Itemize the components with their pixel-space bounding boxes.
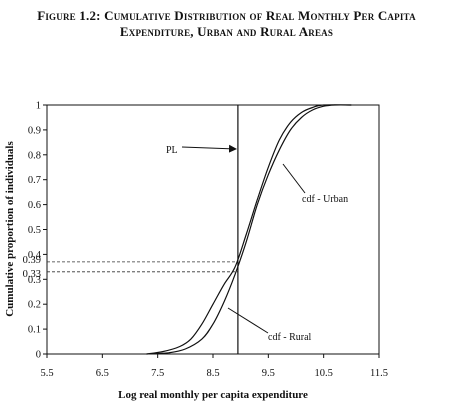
x-tick-label: 6.5 [96, 368, 109, 379]
annotation-urban-leader [282, 163, 306, 194]
y-tick-label: 0.3 [28, 275, 41, 286]
y-tick-label: 0.1 [28, 325, 41, 336]
plot-area [46, 104, 380, 355]
plot-frame [46, 104, 380, 355]
x-tick-label: 8.5 [206, 368, 219, 379]
annotation-rural-leader [227, 307, 269, 334]
x-tick-label: 9.5 [262, 368, 275, 379]
y-tick-label: 1 [36, 101, 41, 112]
x-axis-label: Log real monthly per capita expenditure [118, 389, 308, 401]
figure-title-line-1: Figure 1.2: Cumulative Distribution of R… [37, 8, 416, 23]
y-tick-label: 0 [36, 350, 41, 361]
x-axis-ticks: 5.5 6.5 7.5 8.5 9.5 10.5 11.5 [40, 354, 388, 379]
y-reference-label: 0.39 [23, 255, 41, 266]
y-tick-label: 0.9 [28, 125, 41, 136]
annotation-pl: PL [166, 145, 178, 156]
figure-title-line-2: Expenditure, Urban and Rural Areas [119, 24, 334, 39]
y-axis-label: Cumulative proportion of individuals [4, 141, 16, 317]
y-tick-label: 0.8 [28, 150, 41, 161]
y-tick-label: 0.4 [28, 250, 42, 261]
x-tick-label: 7.5 [151, 368, 164, 379]
x-tick-label: 10.5 [314, 368, 332, 379]
y-tick-label: 0.5 [28, 225, 41, 236]
y-tick-label: 0.2 [28, 300, 41, 311]
x-tick-label: 11.5 [370, 368, 388, 379]
annotation-urban: cdf - Urban [302, 194, 348, 205]
y-tick-label: 0.7 [28, 175, 41, 186]
x-tick-label: 5.5 [40, 368, 53, 379]
y-tick-label: 0.6 [28, 200, 41, 211]
y-axis-ticks: 0 0.1 0.2 0.3 0.4 0.5 0.6 0.7 0.8 0.9 1 0.39 0.33 [23, 101, 238, 361]
annotation-pl-arrow [181, 144, 237, 153]
series-line-rural [146, 104, 352, 355]
annotation-rural: cdf - Rural [268, 332, 312, 343]
series-lines [146, 104, 352, 355]
series-line-urban [146, 104, 352, 355]
y-reference-label: 0.33 [23, 269, 41, 280]
